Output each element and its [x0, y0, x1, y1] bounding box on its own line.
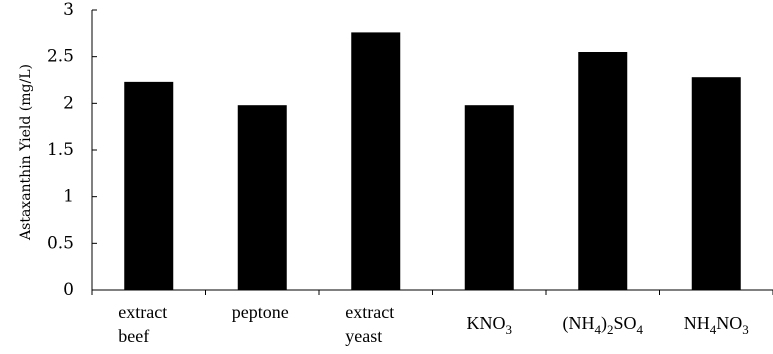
y-axis-title-group: Astaxanthin Yield (mg/L): [18, 64, 34, 241]
y-tick-label: 0: [63, 280, 74, 300]
x-tick-label-beef-extract: extract beef: [118, 302, 167, 346]
bar-yeast-extract: [351, 32, 401, 291]
y-tick-label: 2.5: [47, 47, 74, 67]
y-tick-label: 0.5: [47, 233, 74, 253]
y-tick-label: 3: [63, 0, 74, 20]
bar-kno3: [464, 105, 514, 290]
x-tick-label-peptone: peptone: [232, 302, 289, 322]
bar-peptone: [237, 105, 287, 290]
axes: [91, 10, 773, 295]
x-tick-label-nh4-2so4: (NH4)2SO4: [562, 313, 643, 337]
x-tick-label-yeast-extract: extract yeast: [345, 302, 394, 346]
y-tick-label: 1: [63, 187, 74, 207]
bars: [124, 32, 741, 291]
x-tick-label-kno3: KNO3: [467, 313, 513, 337]
x-tick-labels: extract beef peptone extract yeast KNO3 (NH4)2…: [118, 302, 749, 346]
y-ticks: 0 0.5 1 1.5 2 2.5 3: [47, 0, 97, 300]
bar-beef-extract: [124, 81, 174, 290]
x-tick-label-nh4no3: NH4NO3: [684, 313, 749, 337]
y-axis-title: Astaxanthin Yield (mg/L): [18, 64, 34, 241]
bar-nh4-2so4: [578, 52, 628, 290]
y-tick-label: 1.5: [47, 140, 74, 160]
bar-nh4no3: [691, 77, 741, 290]
y-tick-label: 2: [63, 93, 74, 113]
